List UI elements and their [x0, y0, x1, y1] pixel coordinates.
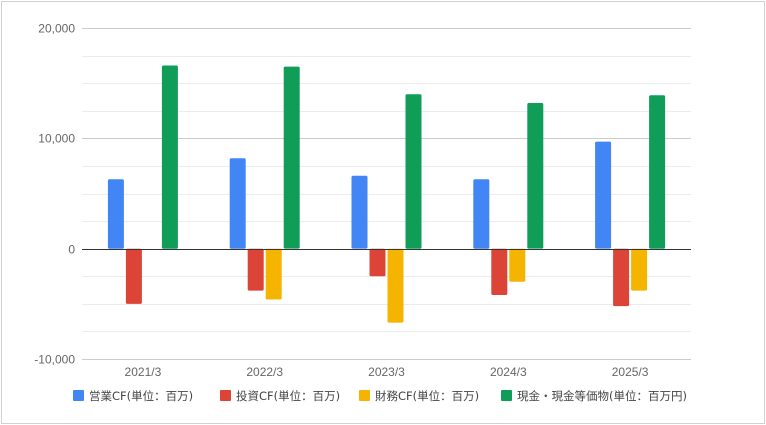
- bar: [613, 248, 630, 307]
- legend-label: 財務CF(単位：百万): [375, 389, 479, 403]
- y-tick-label: 20,000: [38, 22, 75, 36]
- x-tick-label: 2023/3: [368, 365, 405, 379]
- x-tick-label: 2022/3: [246, 365, 283, 379]
- legend-label: 投資CF(単位：百万): [236, 389, 340, 403]
- y-tick-label: 0: [68, 243, 75, 257]
- bar: [265, 248, 282, 300]
- bar: [473, 179, 490, 249]
- legend-swatch: [220, 390, 231, 401]
- bar: [595, 141, 612, 249]
- bar: [247, 248, 264, 291]
- legend-label: 現金・現金等価物(単位：百万円): [517, 389, 687, 403]
- x-tick-label: 2024/3: [490, 365, 527, 379]
- bar: [351, 175, 368, 249]
- gridlines: [82, 28, 691, 360]
- bar: [631, 248, 648, 291]
- legend: 営業CF(単位：百万) 投資CF(単位：百万) 財務CF(単位：百万) 現金・現金等価…: [73, 389, 687, 403]
- bar: [387, 248, 404, 323]
- bar: [491, 248, 508, 295]
- legend-swatch: [359, 390, 370, 401]
- bar: [125, 248, 142, 304]
- y-tick-label: -10,000: [34, 353, 75, 367]
- y-tick-label: 10,000: [38, 132, 75, 146]
- bar: [107, 179, 124, 249]
- bar: [161, 65, 178, 249]
- legend-swatch: [73, 390, 84, 401]
- bar: [229, 158, 246, 249]
- bar: [405, 94, 422, 249]
- x-tick-label: 2025/3: [612, 365, 649, 379]
- bar: [283, 66, 300, 249]
- bar: [369, 248, 386, 277]
- bar: [509, 248, 526, 282]
- bars: [107, 65, 666, 323]
- x-axis: 2021/3 2022/3 2023/3 2024/3 2025/3: [125, 365, 649, 379]
- bar: [527, 103, 544, 249]
- bar: [649, 95, 666, 249]
- legend-swatch: [501, 390, 512, 401]
- y-axis: -10,000 0 10,000 20,000: [34, 22, 75, 367]
- x-tick-label: 2021/3: [125, 365, 162, 379]
- legend-label: 営業CF(単位：百万): [89, 389, 193, 403]
